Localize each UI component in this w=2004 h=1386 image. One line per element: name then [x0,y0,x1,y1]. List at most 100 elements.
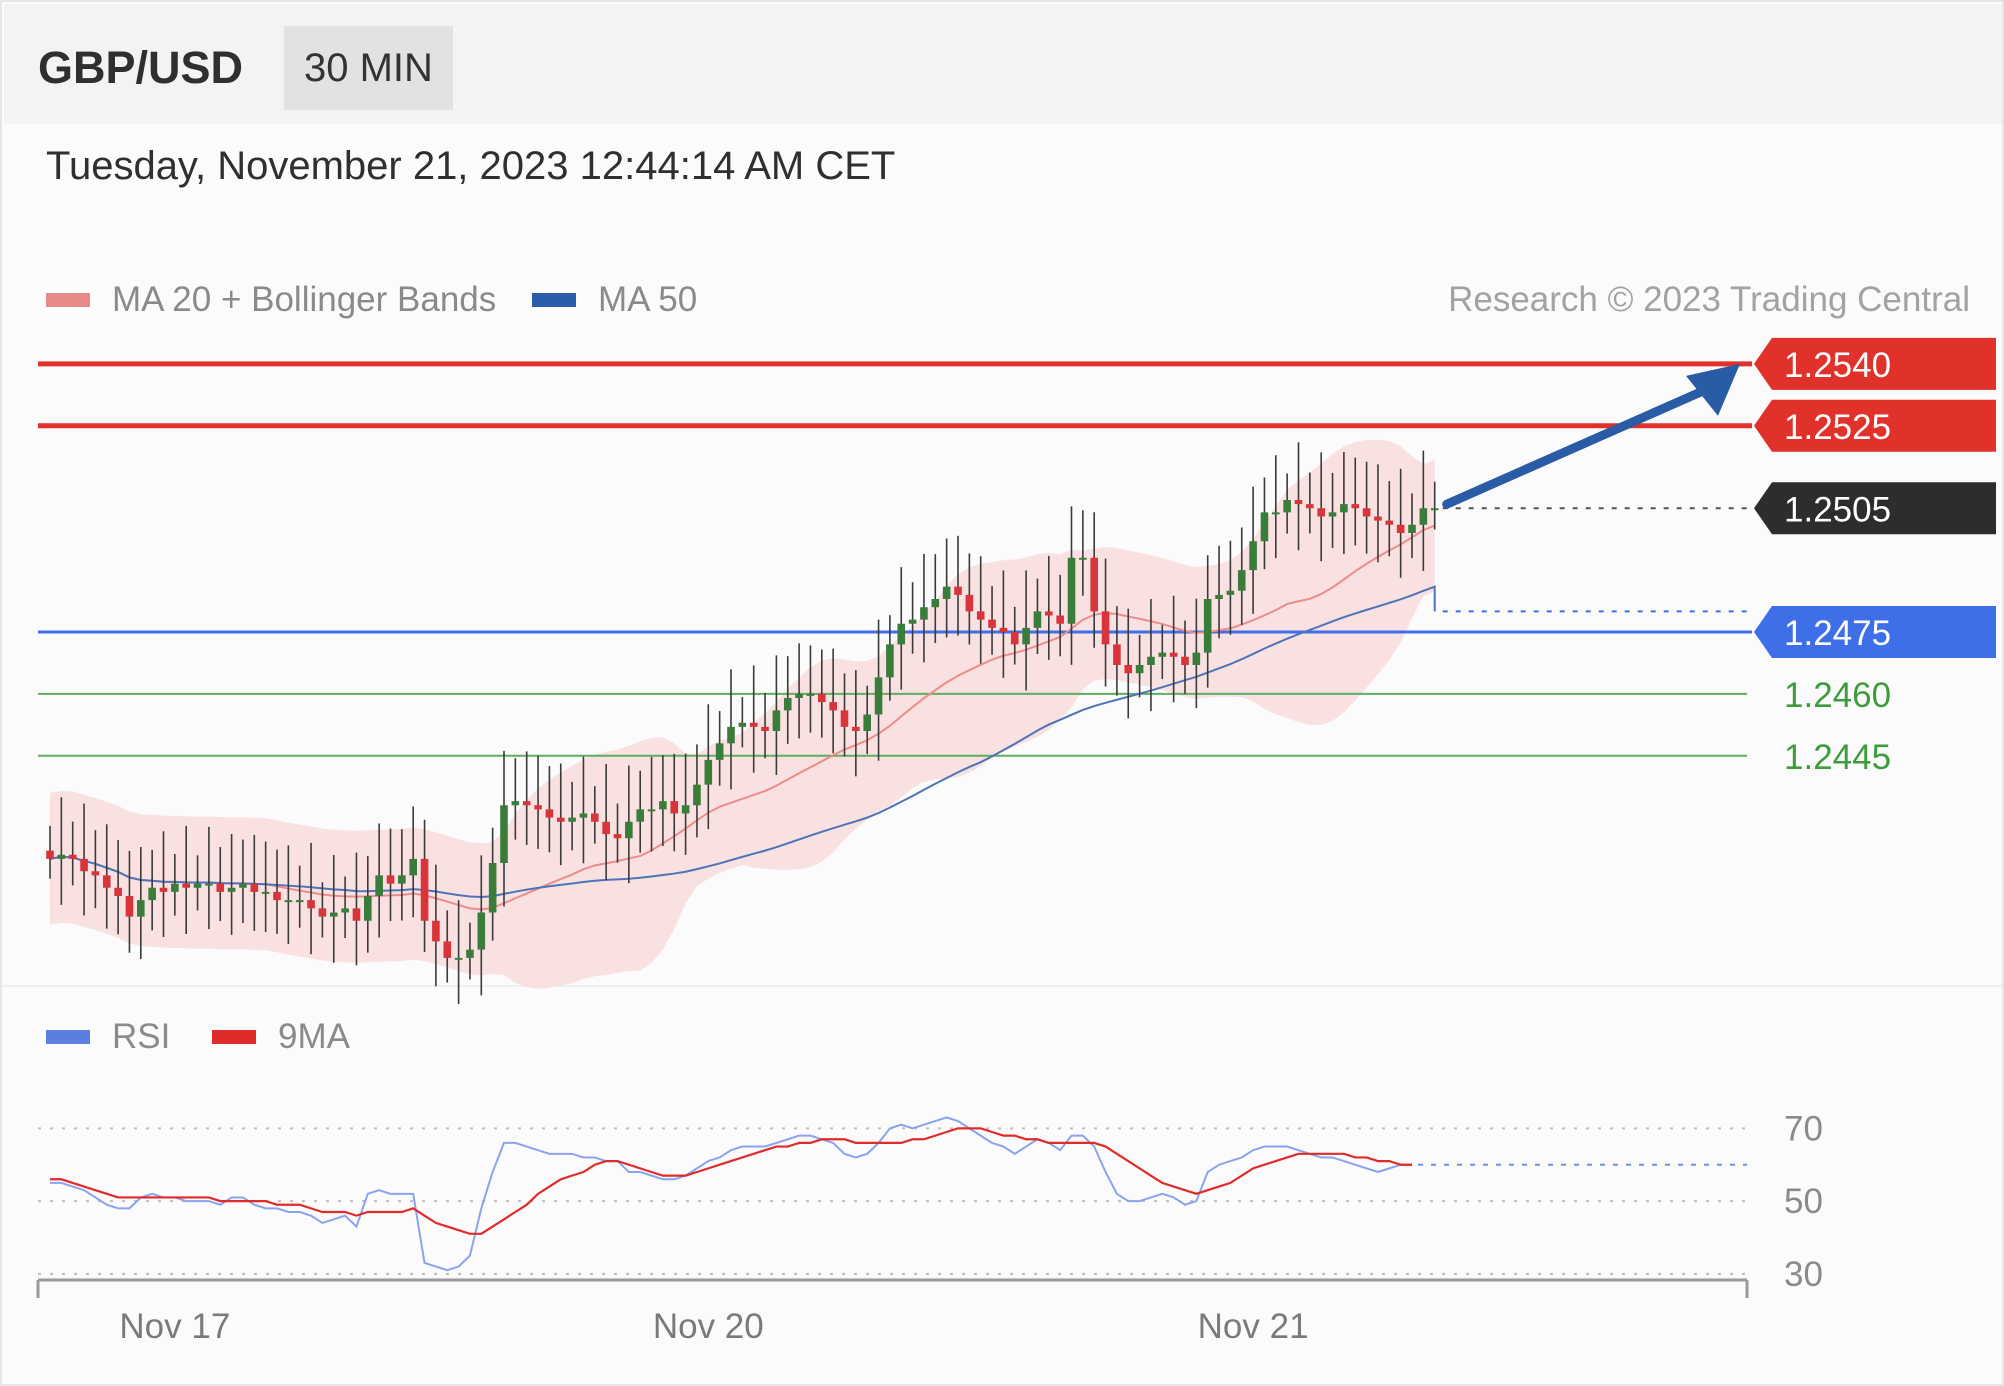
candle [942,538,951,638]
candle [477,855,486,996]
candle-body-bear [80,858,88,872]
candle [1283,473,1291,534]
candle-body-bear [840,710,849,727]
candle [1215,545,1223,639]
candle [57,797,66,905]
candle [1090,512,1098,648]
candle [375,823,383,938]
candle [205,826,213,930]
candle [1351,457,1360,546]
candle [261,841,270,933]
candle-body-bull [806,693,815,696]
candle [727,669,735,790]
candle [1169,595,1178,703]
timestamp: Tuesday, November 21, 2023 12:44:14 AM C… [46,144,896,188]
candle [556,763,565,866]
candle [1158,624,1167,680]
candle-body-bear [250,883,259,892]
candle [1226,540,1235,635]
resistance-label-1.2525-tag: 1.2525 [1754,399,1996,452]
candle [432,864,440,987]
candle [829,648,837,754]
candle [466,922,474,980]
candle-body-bull [1203,599,1212,653]
candle-body-bear [432,920,440,942]
candle [307,842,315,955]
rsi-9ma-line [50,1127,1412,1235]
candle [772,655,781,775]
candle-body-bear [988,619,996,628]
candle-body-bull [137,900,145,917]
candle [193,855,202,911]
candle-body-bull [874,677,883,715]
resistance-label-1.2525: 1.2525 [1784,408,1891,447]
candle [795,643,803,739]
current-price-label-box [1754,482,1996,535]
candle-body-bull [1226,590,1235,595]
candle-body-bear [102,875,111,888]
candle [545,766,554,853]
candle-body-bull [920,607,928,620]
candle-body-bull [454,957,463,960]
candle-body-bull [171,883,179,892]
candle [1203,555,1212,688]
candle-body-bear [273,891,281,901]
candle [341,876,349,939]
candle [715,711,724,786]
candle [965,553,974,645]
candle [364,856,372,953]
candle-body-bull [1158,652,1167,657]
candle-body-bull [772,710,781,731]
candle-body-bull [500,805,508,863]
candle-body-bull [1249,541,1257,571]
candle [80,803,88,916]
candle-body-bull [636,809,644,822]
candle [1147,599,1155,712]
pivot-label-1.2475-box [1754,606,1996,658]
candle [500,750,508,907]
candle-body-bear [68,854,77,859]
candle [1374,464,1382,563]
candle [534,755,542,849]
candle-body-bull [261,891,270,894]
candle [159,831,168,938]
candle-body-bull [477,912,486,950]
candle-body-bull [693,784,701,806]
candle [1430,481,1439,530]
candle [295,865,304,928]
legend-ma50: MA 50 [532,280,697,320]
candle-body-bull [1430,508,1439,511]
candle [1237,527,1246,625]
candle [931,554,940,644]
current-price-label-tag: 1.2505 [1754,482,1996,535]
candle-body-bear [1101,611,1110,645]
candle-body-bull [205,883,213,886]
candle [1101,558,1110,687]
ma50-legend-swatch [532,293,576,307]
candle [693,744,701,838]
x-tick-label: Nov 20 [653,1307,764,1346]
resistance-label-1.2540: 1.2540 [1784,346,1891,385]
candle-body-bull [897,623,906,645]
candle-body-bear [818,693,826,703]
candle [1033,578,1042,655]
timeframe-badge[interactable]: 30 MIN [284,26,453,110]
candle [920,553,928,663]
candle-body-bull [942,586,951,599]
candle [227,833,236,935]
ma50-line [49,585,1436,898]
candle [579,756,588,864]
candle [840,673,849,757]
candle [670,753,679,852]
candle-body-bull [1067,557,1076,624]
candle [409,806,417,918]
candle-body-bear [534,805,542,810]
candle [1056,574,1064,657]
candle-body-bull [364,896,372,921]
candle-body-bear [1090,557,1098,612]
rsi-legend-label: RSI [112,1017,171,1056]
candle-body-bull [1237,570,1246,591]
candle [522,751,531,845]
resistance-label-1.2525-box [1754,399,1996,452]
candle [216,847,225,922]
